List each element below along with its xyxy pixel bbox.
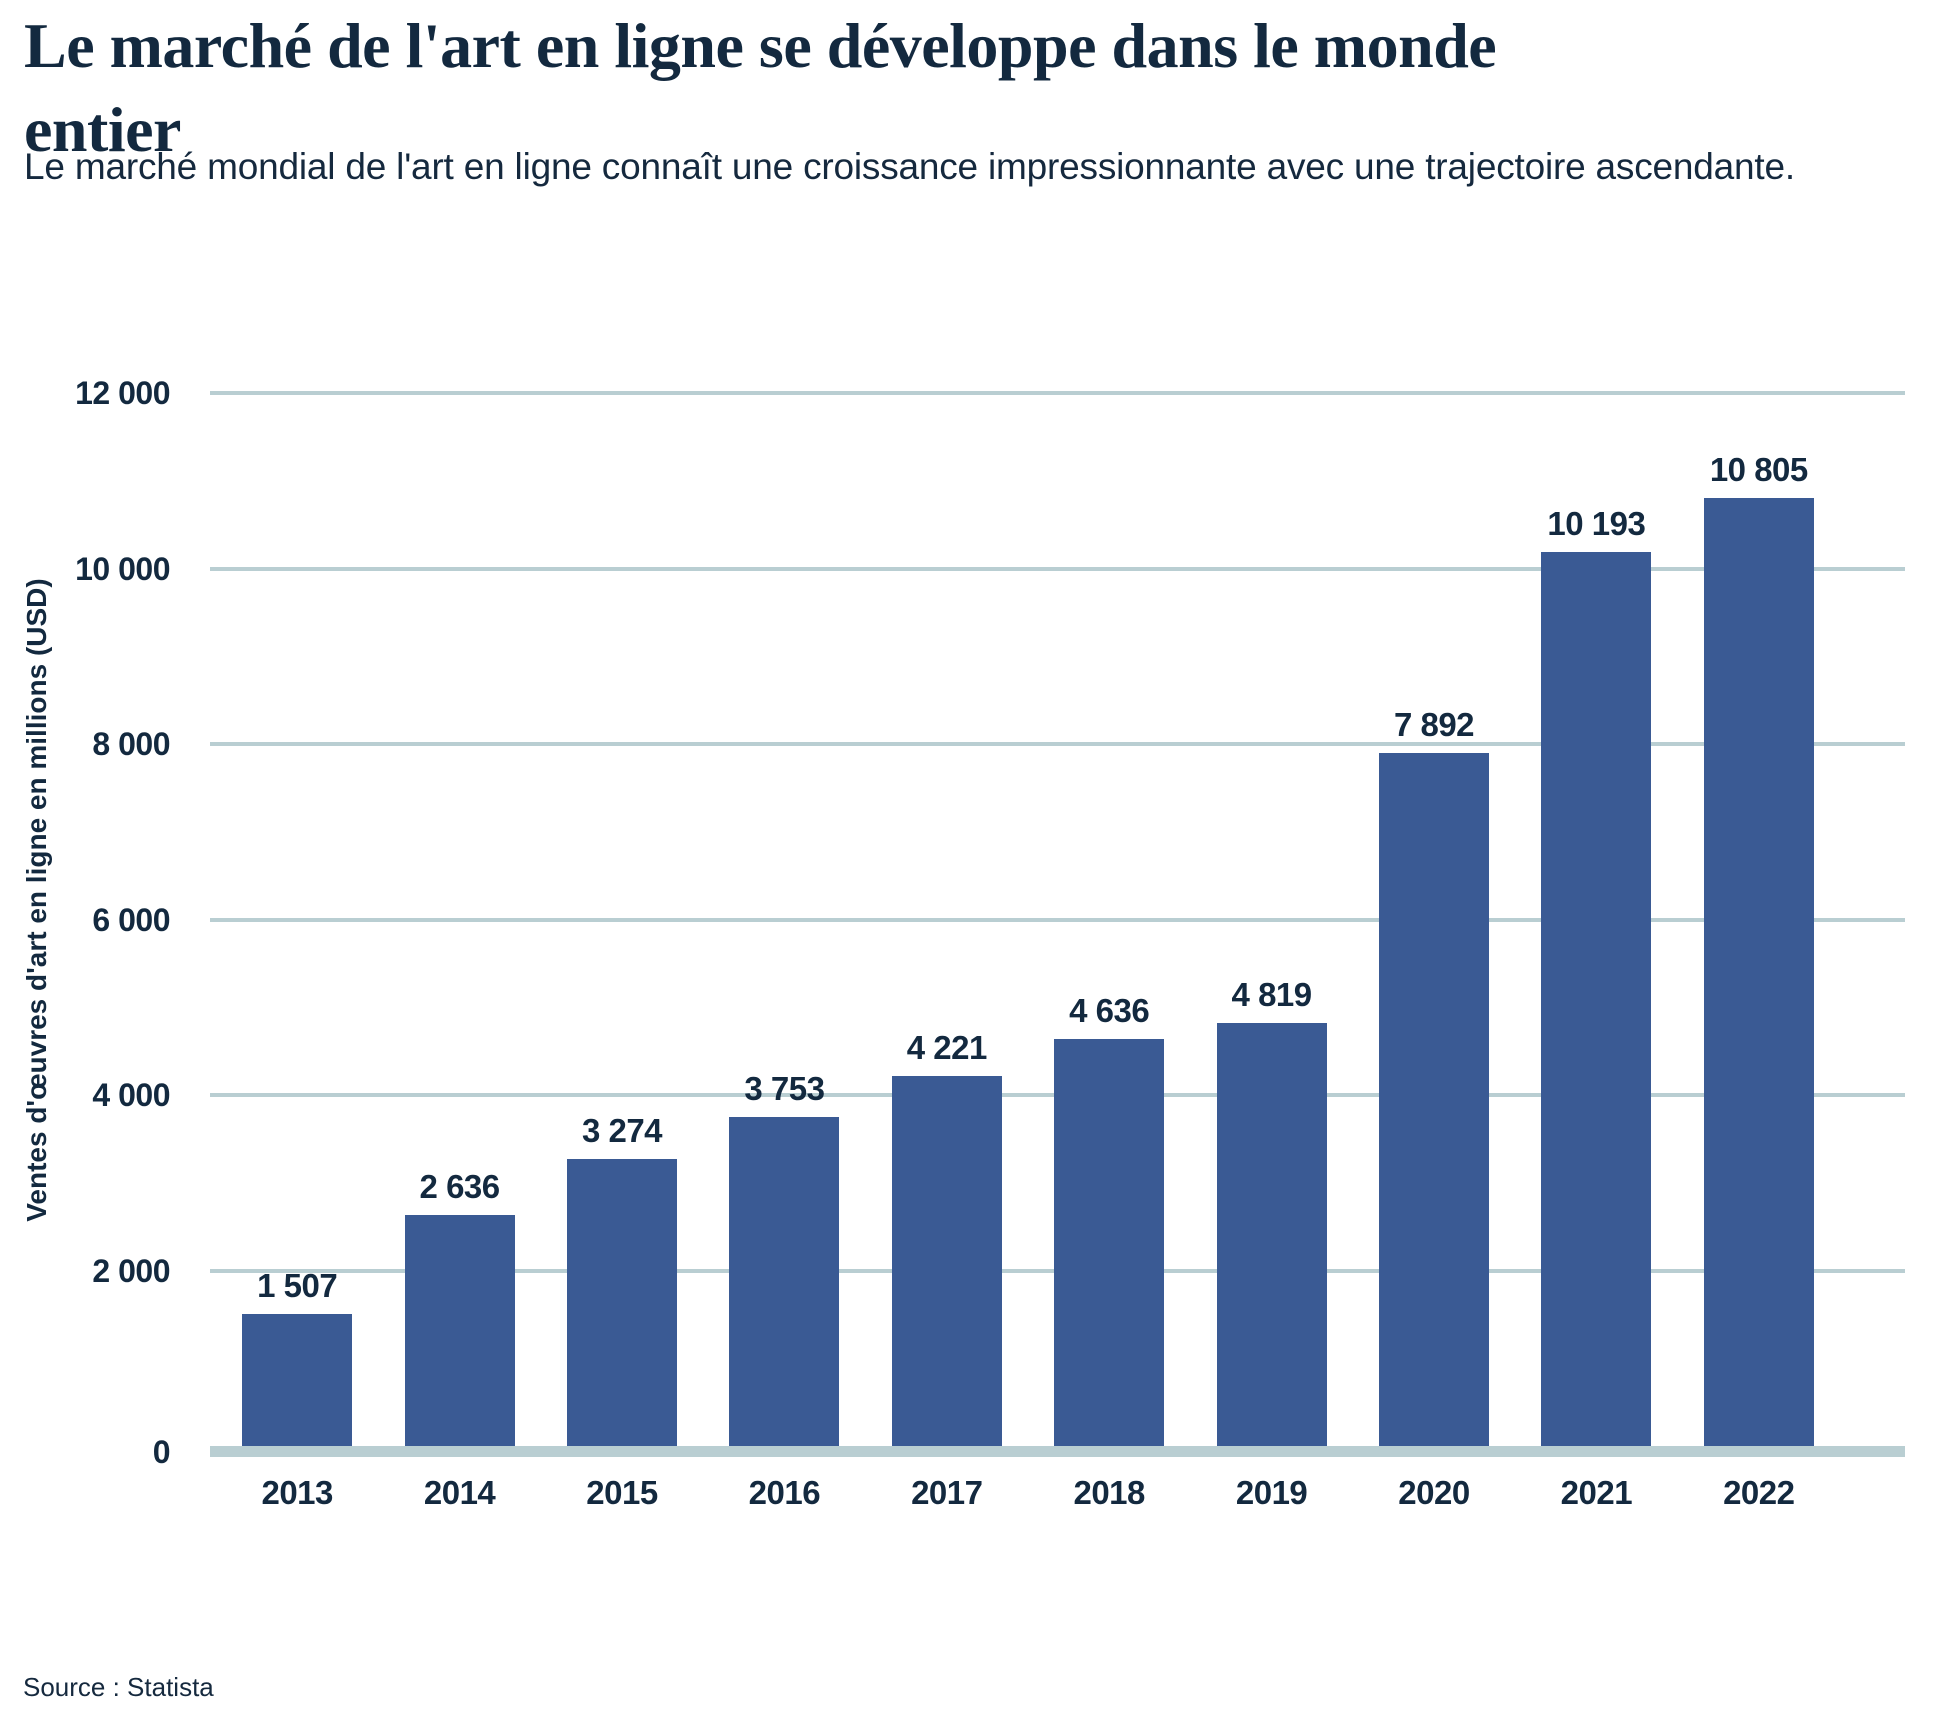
y-tick-label-10000: 10 000 xyxy=(75,550,170,587)
bar-value-label-2014: 2 636 xyxy=(419,1167,501,1205)
bar-2015 xyxy=(567,1158,677,1446)
bar-value-label-2021: 10 193 xyxy=(1547,504,1646,542)
x-tick-label-2021: 2021 xyxy=(1560,1474,1633,1511)
gridline-6000 xyxy=(210,917,1905,922)
y-tick-label-8000: 8 000 xyxy=(92,726,170,762)
y-tick-label-12000: 12 000 xyxy=(75,375,170,411)
bar-2013 xyxy=(242,1313,353,1446)
x-tick-label-2016: 2016 xyxy=(748,1474,821,1511)
x-tick-label-2017: 2017 xyxy=(911,1474,983,1511)
bar-value-label-2019: 4 819 xyxy=(1231,976,1313,1014)
bar-2022 xyxy=(1703,497,1814,1446)
page-title: Le marché de l'art en ligne se développe… xyxy=(24,4,1724,172)
bar-value-label-2017: 4 221 xyxy=(906,1028,988,1066)
gridline-12000 xyxy=(210,391,1905,395)
y-axis-title: Ventes d'œuvres d'art en ligne en millio… xyxy=(21,578,52,1222)
page-title-line2: entier xyxy=(24,94,181,165)
bar-value-label-2013: 1 507 xyxy=(257,1266,338,1304)
bar-2018 xyxy=(1054,1039,1165,1446)
bar-2014 xyxy=(404,1214,515,1446)
bar-value-label-2016: 3 753 xyxy=(744,1069,825,1107)
bar-2021 xyxy=(1541,551,1652,1446)
bar-2017 xyxy=(891,1075,1002,1446)
x-tick-label-2019: 2019 xyxy=(1235,1474,1308,1511)
gridline-8000 xyxy=(210,742,1905,746)
page-title-line1: Le marché de l'art en ligne se développe… xyxy=(24,10,1497,81)
bar-2019 xyxy=(1216,1023,1327,1446)
x-tick-label-2015: 2015 xyxy=(586,1474,658,1511)
bar-value-label-2018: 4 636 xyxy=(1069,992,1150,1030)
y-tick-label-6000: 6 000 xyxy=(92,901,170,938)
bar-2020 xyxy=(1379,753,1489,1446)
x-tick-label-2013: 2013 xyxy=(261,1474,333,1511)
gridline-10000 xyxy=(210,566,1905,571)
y-tick-label-4000: 4 000 xyxy=(92,1077,170,1113)
x-tick-label-2022: 2022 xyxy=(1723,1474,1795,1511)
source-label: Source : Statista xyxy=(23,1672,214,1702)
x-axis-line xyxy=(210,1446,1905,1457)
x-tick-label-2020: 2020 xyxy=(1398,1474,1470,1511)
y-tick-label-2000: 2 000 xyxy=(92,1252,170,1289)
y-tick-label-0: 0 xyxy=(152,1433,171,1470)
bar-2016 xyxy=(729,1116,840,1446)
bar-value-label-2022: 10 805 xyxy=(1709,450,1808,488)
chart-subtitle: Le marché mondial de l'art en ligne conn… xyxy=(24,146,1795,187)
bar-value-label-2020: 7 892 xyxy=(1393,706,1475,744)
x-tick-label-2014: 2014 xyxy=(423,1474,496,1511)
x-tick-label-2018: 2018 xyxy=(1073,1474,1145,1511)
bar-value-label-2015: 3 274 xyxy=(581,1111,663,1149)
